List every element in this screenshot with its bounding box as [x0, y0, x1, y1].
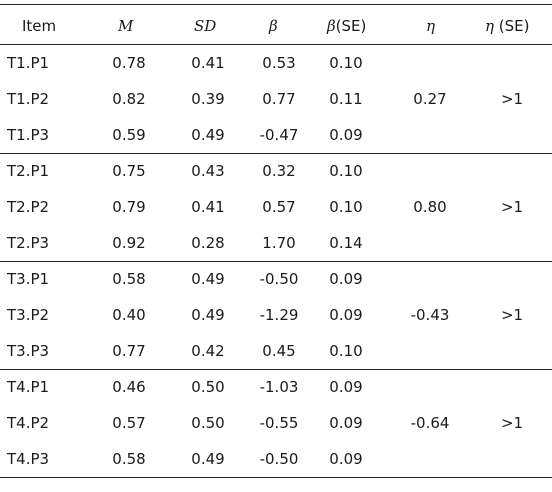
- cell-eta: -0.64: [410, 414, 450, 432]
- header-eta-se-symbol: η: [485, 17, 494, 35]
- cell-item: T2.P2: [7, 198, 50, 216]
- bottom-rule: [0, 477, 552, 478]
- cell-beta-se: 0.10: [329, 162, 363, 180]
- cell-eta: 0.80: [413, 198, 447, 216]
- header-beta-se-suffix: (SE): [335, 17, 367, 35]
- cell-beta-se: 0.11: [329, 90, 363, 108]
- cell-beta-se: 0.10: [329, 54, 363, 72]
- cell-m: 0.58: [112, 450, 146, 468]
- cell-item: T2.P3: [7, 234, 50, 252]
- cell-beta-se: 0.10: [329, 198, 363, 216]
- cell-eta-se: >1: [500, 414, 524, 432]
- header-beta-se-symbol: β: [327, 17, 336, 35]
- cell-m: 0.79: [112, 198, 146, 216]
- cell-sd: 0.49: [191, 270, 225, 288]
- cell-beta: 0.53: [262, 54, 296, 72]
- header-beta-se: β(SE): [327, 16, 366, 36]
- cell-beta: 0.77: [262, 90, 296, 108]
- cell-m: 0.57: [112, 414, 146, 432]
- cell-item: T3.P1: [7, 270, 50, 288]
- cell-m: 0.59: [112, 126, 146, 144]
- cell-eta-se: >1: [500, 198, 524, 216]
- group-divider: [0, 153, 552, 154]
- cell-beta-se: 0.09: [329, 414, 363, 432]
- cell-sd: 0.49: [191, 306, 225, 324]
- cell-sd: 0.39: [191, 90, 225, 108]
- cell-beta: -0.50: [259, 450, 299, 468]
- cell-m: 0.46: [112, 378, 146, 396]
- cell-sd: 0.50: [191, 414, 225, 432]
- cell-beta-se: 0.09: [329, 378, 363, 396]
- header-eta-se-suffix: (SE): [494, 17, 530, 35]
- cell-sd: 0.42: [191, 342, 225, 360]
- cell-item: T4.P3: [7, 450, 50, 468]
- cell-beta: 0.32: [262, 162, 296, 180]
- cell-sd: 0.49: [191, 450, 225, 468]
- cell-beta: -1.03: [259, 378, 299, 396]
- cell-beta-se: 0.09: [329, 270, 363, 288]
- cell-item: T4.P1: [7, 378, 50, 396]
- cell-sd: 0.49: [191, 126, 225, 144]
- cell-item: T1.P1: [7, 54, 50, 72]
- header-sd: SD: [194, 17, 217, 35]
- cell-m: 0.82: [112, 90, 146, 108]
- cell-beta: -0.55: [259, 414, 299, 432]
- cell-item: T3.P2: [7, 306, 50, 324]
- group-divider: [0, 261, 552, 262]
- cell-beta: 1.70: [262, 234, 296, 252]
- cell-sd: 0.43: [191, 162, 225, 180]
- cell-item: T1.P2: [7, 90, 50, 108]
- cell-m: 0.58: [112, 270, 146, 288]
- group-divider: [0, 369, 552, 370]
- cell-item: T2.P1: [7, 162, 50, 180]
- cell-item: T3.P3: [7, 342, 50, 360]
- cell-beta: -1.29: [259, 306, 299, 324]
- cell-sd: 0.41: [191, 54, 225, 72]
- header-eta-se: η (SE): [485, 16, 529, 36]
- cell-eta-se: >1: [500, 306, 524, 324]
- header-rule: [0, 44, 552, 45]
- cell-m: 0.77: [112, 342, 146, 360]
- cell-sd: 0.50: [191, 378, 225, 396]
- cell-item: T1.P3: [7, 126, 50, 144]
- cell-m: 0.78: [112, 54, 146, 72]
- header-item: Item: [22, 17, 57, 35]
- cell-item: T4.P2: [7, 414, 50, 432]
- cell-m: 0.92: [112, 234, 146, 252]
- cell-beta-se: 0.10: [329, 342, 363, 360]
- cell-beta: 0.57: [262, 198, 296, 216]
- cell-beta-se: 0.14: [329, 234, 363, 252]
- cell-beta-se: 0.09: [329, 126, 363, 144]
- header-mean: M: [118, 17, 134, 35]
- cell-beta: 0.45: [262, 342, 296, 360]
- cell-m: 0.75: [112, 162, 146, 180]
- cell-eta-se: >1: [500, 90, 524, 108]
- header-eta: η: [426, 17, 435, 35]
- top-rule: [0, 4, 552, 5]
- cell-m: 0.40: [112, 306, 146, 324]
- cell-beta-se: 0.09: [329, 306, 363, 324]
- cell-sd: 0.28: [191, 234, 225, 252]
- cell-eta: -0.43: [410, 306, 450, 324]
- cell-sd: 0.41: [191, 198, 225, 216]
- cell-beta: -0.50: [259, 270, 299, 288]
- header-beta: β: [269, 17, 278, 35]
- cell-eta: 0.27: [413, 90, 447, 108]
- cell-beta: -0.47: [259, 126, 299, 144]
- cell-beta-se: 0.09: [329, 450, 363, 468]
